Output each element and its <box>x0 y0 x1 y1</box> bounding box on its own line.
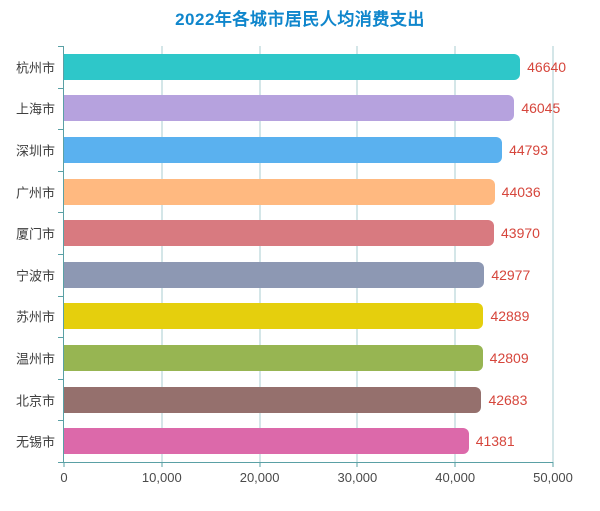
value-label: 46640 <box>527 58 567 75</box>
category-label: 广州市 <box>15 185 55 201</box>
x-axis-tick-label: 0 <box>60 470 68 485</box>
x-axis-tick <box>454 462 456 467</box>
bar <box>64 261 485 288</box>
value-label: 41381 <box>475 433 515 450</box>
gridline <box>161 46 163 462</box>
bar <box>64 53 521 80</box>
gridline <box>259 46 261 462</box>
x-axis-tick-label: 30,000 <box>337 470 378 485</box>
chart-title: 2022年各城市居民人均消费支出 <box>175 10 425 29</box>
y-axis-tick <box>58 295 64 297</box>
value-label: 44793 <box>509 142 548 158</box>
x-axis-tick-label: 20,000 <box>239 470 280 485</box>
x-axis-tick <box>63 462 65 467</box>
bar <box>64 178 495 205</box>
category-label: 深圳市 <box>15 143 55 159</box>
y-axis-tick <box>58 337 64 339</box>
category-label: 厦门市 <box>15 226 55 242</box>
bar <box>64 345 483 371</box>
plot-area: 0 10,000 20,000 30,000 40,000 50,000 杭州市 46640 上… <box>16 46 573 485</box>
y-axis-tick <box>58 254 64 255</box>
y-axis-tick <box>58 129 64 131</box>
x-axis-tick <box>161 462 163 467</box>
x-axis-tick <box>552 462 554 467</box>
bar <box>64 137 503 163</box>
value-label: 42977 <box>491 266 531 283</box>
category-label: 温州市 <box>15 351 55 367</box>
category-label: 无锡市 <box>15 434 55 450</box>
value-label: 42889 <box>490 308 530 325</box>
category-label: 上海市 <box>15 101 55 117</box>
category-label: 杭州市 <box>15 60 55 76</box>
category-label: 北京市 <box>15 393 55 409</box>
bar <box>64 95 515 122</box>
y-axis-tick <box>58 46 64 47</box>
y-axis-tick <box>58 87 64 89</box>
gridline <box>552 46 554 462</box>
y-axis-tick <box>58 170 64 172</box>
value-label: 43970 <box>501 225 540 242</box>
gridline <box>356 46 358 462</box>
gridline <box>454 46 456 462</box>
x-axis-tick-label: 40,000 <box>435 470 476 485</box>
x-axis-tick <box>356 462 358 467</box>
bar <box>64 220 495 247</box>
bar <box>64 428 469 455</box>
bar <box>64 303 484 330</box>
y-axis-tick <box>58 378 64 380</box>
value-label: 44036 <box>501 183 541 200</box>
category-label: 苏州市 <box>15 309 55 325</box>
value-label: 42809 <box>489 350 529 366</box>
y-axis-tick <box>58 462 64 463</box>
y-axis-tick <box>58 420 64 422</box>
x-axis-tick-label: 50,000 <box>533 470 573 485</box>
x-axis-tick-label: 10,000 <box>141 470 182 485</box>
y-axis-tick <box>58 212 64 214</box>
category-label: 宁波市 <box>15 268 55 284</box>
x-axis-tick <box>259 462 261 467</box>
value-label: 42683 <box>488 391 528 408</box>
bar <box>64 386 482 413</box>
value-label: 46045 <box>521 100 561 117</box>
